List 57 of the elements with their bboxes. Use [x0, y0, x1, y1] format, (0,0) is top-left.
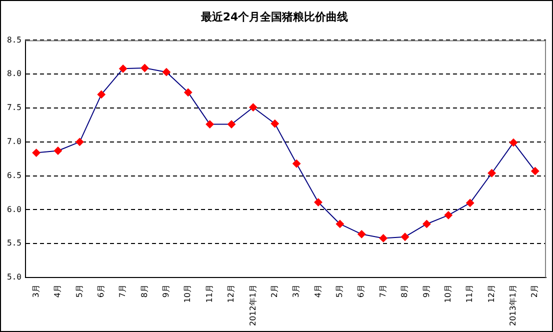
x-tick-label: 2012年1月 [248, 284, 258, 326]
x-tick-label: 7月 [378, 284, 388, 298]
x-tick-label: 4月 [313, 284, 322, 298]
point [531, 167, 540, 176]
point [140, 64, 149, 72]
point [162, 68, 170, 76]
point [76, 138, 84, 146]
y-tick-label: 6.5 [6, 170, 22, 180]
point [292, 160, 301, 168]
point [401, 232, 410, 241]
x-tick-label: 8月 [140, 284, 149, 298]
point [184, 88, 192, 96]
x-tick-label: 2月 [530, 284, 540, 298]
x-tick-label: 6月 [356, 284, 366, 298]
point [249, 103, 258, 112]
y-tick-label: 7.0 [6, 137, 22, 146]
x-tick-label: 8月 [400, 284, 410, 298]
point [54, 146, 62, 155]
point [466, 198, 474, 207]
y-tick-label: 5.0 [6, 272, 22, 282]
y-tick-label: 8.0 [6, 69, 22, 78]
x-tick-label: 6月 [96, 284, 106, 298]
point [509, 138, 518, 147]
x-tick-label: 10月 [443, 284, 452, 303]
point [206, 120, 214, 128]
y-tick-label: 8.5 [6, 35, 22, 44]
point [422, 220, 431, 228]
point [444, 211, 452, 220]
point [314, 198, 322, 206]
point [228, 120, 236, 128]
point [488, 169, 496, 178]
x-tick-label: 12月 [486, 284, 496, 303]
y-tick-label: 5.5 [6, 238, 22, 248]
x-tick-label: 12月 [226, 284, 236, 303]
x-tick-label: 2月 [270, 284, 279, 298]
y-tick-label: 6.0 [6, 204, 22, 214]
point [270, 120, 279, 128]
x-tick-label: 5月 [74, 284, 84, 298]
x-tick-label: 3月 [292, 284, 301, 298]
x-tick-label: 2013年1月 [508, 284, 518, 326]
x-tick-label: 7月 [118, 284, 128, 298]
point [336, 220, 344, 228]
x-tick-label: 11月 [465, 284, 474, 303]
point [119, 64, 128, 73]
point [358, 230, 366, 238]
x-tick-label: 5月 [335, 284, 344, 298]
x-tick-label: 9月 [162, 284, 171, 298]
point [32, 148, 40, 157]
chart-title: 最近24个月全国猪粮比价曲线 [200, 10, 348, 24]
x-tick-label: 10月 [183, 284, 192, 303]
y-tick-label: 7.5 [6, 103, 22, 112]
x-tick-label: 9月 [422, 284, 431, 298]
point [97, 90, 106, 98]
x-tick-label: 11月 [204, 284, 214, 303]
point [379, 234, 388, 242]
x-tick-label: 3月 [31, 284, 40, 298]
x-tick-label: 4月 [53, 284, 62, 298]
